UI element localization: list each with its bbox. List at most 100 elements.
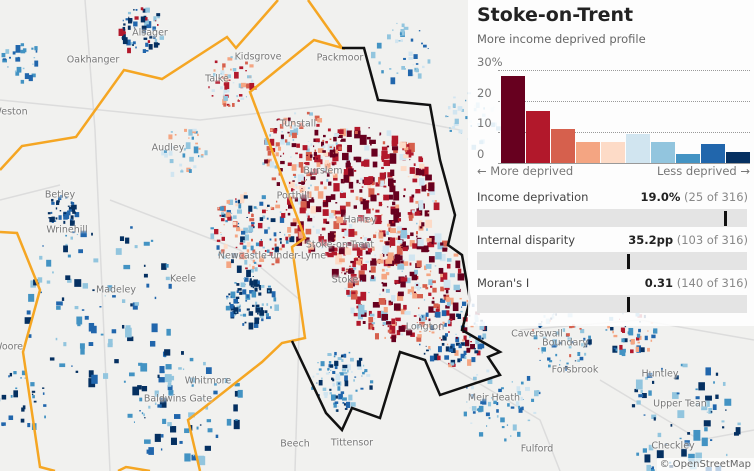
deprivation-area — [13, 371, 17, 375]
deprivation-area — [460, 310, 463, 313]
deprivation-area — [145, 7, 150, 13]
deprivation-area — [379, 172, 386, 180]
deprivation-area — [317, 362, 319, 364]
deprivation-area — [343, 353, 347, 358]
deprivation-area — [413, 163, 416, 167]
place-label: Meir Heath — [467, 392, 521, 404]
deprivation-area — [422, 166, 429, 177]
deprivation-area — [143, 413, 145, 417]
metric-rank-bar — [477, 252, 747, 270]
deprivation-area — [355, 127, 358, 132]
deprivation-area — [267, 290, 270, 293]
histogram-bar[interactable] — [526, 111, 550, 163]
deprivation-area — [715, 372, 719, 376]
deprivation-area — [65, 275, 71, 281]
deprivation-area — [411, 274, 418, 281]
histogram-bar[interactable] — [626, 134, 650, 163]
deprivation-area — [249, 278, 252, 282]
histogram-bar[interactable] — [501, 76, 525, 163]
deprivation-area — [492, 398, 495, 400]
deprivation-area — [661, 367, 663, 371]
deprivation-area — [392, 29, 394, 31]
deprivation-area — [370, 246, 375, 251]
deprivation-area — [179, 440, 183, 444]
deprivation-area — [227, 57, 233, 61]
deprivation-area — [125, 237, 130, 244]
deprivation-area — [249, 218, 255, 222]
histogram-bar[interactable] — [726, 151, 750, 163]
deprivation-area — [300, 166, 305, 173]
deprivation-area — [328, 181, 332, 186]
deprivation-area — [315, 206, 322, 213]
deprivation-area — [724, 398, 732, 406]
deprivation-area — [322, 145, 326, 149]
deprivation-area — [220, 73, 222, 75]
deprivation-area — [419, 321, 425, 327]
deprivation-area — [235, 200, 238, 203]
deprivation-area — [1, 394, 7, 400]
deprivation-area — [457, 268, 462, 274]
deprivation-area — [400, 333, 404, 336]
deprivation-area — [267, 159, 270, 163]
deprivation-area — [477, 335, 482, 339]
deprivation-area — [169, 159, 174, 164]
deprivation-area — [400, 28, 405, 36]
deprivation-area — [170, 375, 175, 381]
deprivation-area — [306, 154, 308, 156]
deprivation-area — [342, 236, 344, 239]
deprivation-area — [619, 349, 624, 355]
deprivation-area — [487, 378, 493, 385]
deprivation-area — [214, 228, 219, 235]
deprivation-area — [398, 325, 406, 332]
deprivation-area — [273, 129, 277, 134]
gridline — [498, 132, 750, 133]
deprivation-area — [156, 42, 160, 46]
deprivation-area — [308, 249, 311, 254]
deprivation-area — [362, 160, 364, 162]
deprivation-area — [579, 356, 584, 361]
deprivation-area — [8, 415, 14, 421]
deprivation-area — [1, 52, 6, 58]
deprivation-area — [446, 263, 451, 269]
histogram-bar[interactable] — [676, 154, 700, 163]
deprivation-area — [425, 264, 432, 269]
deprivation-area — [227, 88, 230, 93]
histogram-bar[interactable] — [601, 142, 625, 163]
deprivation-area — [459, 297, 462, 300]
deprivation-area — [376, 259, 384, 264]
histogram-bar[interactable] — [651, 142, 675, 163]
deprivation-area — [332, 163, 335, 166]
deprivation-area — [347, 290, 353, 297]
deprivation-area — [243, 227, 248, 234]
deprivation-area — [496, 409, 499, 413]
deprivation-area — [261, 303, 264, 306]
deprivation-area — [135, 8, 138, 11]
deprivation-area — [344, 248, 352, 255]
deprivation-area — [335, 210, 342, 215]
deprivation-area — [233, 404, 238, 412]
deprivation-area — [429, 330, 431, 333]
histogram-bar[interactable] — [576, 142, 600, 163]
deprivation-area — [381, 214, 383, 216]
place-label: Burslem — [303, 165, 343, 177]
deprivation-area — [220, 70, 225, 76]
deprivation-area — [396, 212, 401, 217]
histogram-bar[interactable] — [701, 144, 725, 163]
histogram-bar[interactable] — [551, 128, 575, 163]
deprivation-area — [222, 379, 224, 381]
deprivation-area — [164, 374, 172, 383]
deprivation-area — [413, 269, 418, 275]
map-attribution[interactable]: © OpenStreetMap — [656, 458, 754, 471]
deprivation-area — [285, 209, 288, 211]
deprivation-area — [194, 145, 197, 147]
road — [0, 99, 461, 131]
deprivation-area — [409, 292, 412, 295]
deprivation-area — [404, 68, 406, 70]
deprivation-area — [322, 201, 329, 207]
deprivation-area — [440, 286, 445, 292]
deprivation-area — [331, 268, 339, 278]
deprivation-area — [369, 380, 374, 384]
deprivation-area — [407, 69, 413, 77]
deprivation-area — [531, 398, 535, 402]
